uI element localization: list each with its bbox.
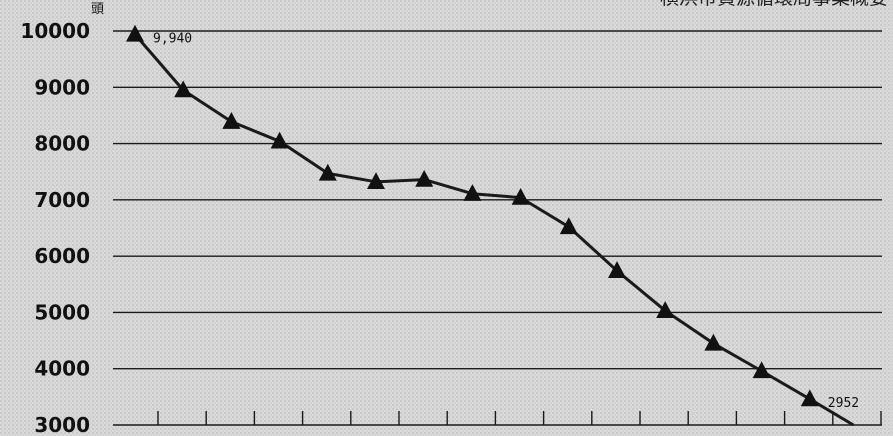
data-point-marker	[415, 169, 434, 187]
y-tick-label: 4000	[34, 357, 90, 381]
data-point-marker	[318, 163, 337, 181]
y-tick-label: 10000	[20, 19, 90, 43]
data-point-marker	[704, 333, 723, 351]
source-caption: 横浜市資源循環局事業概要	[660, 0, 888, 9]
data-point-marker	[752, 361, 771, 379]
y-tick-label: 9000	[34, 75, 90, 99]
data-point-marker	[174, 80, 193, 98]
data-point-marker	[559, 217, 578, 235]
y-tick-label: 6000	[34, 244, 90, 268]
series-line	[133, 33, 855, 427]
y-axis-unit-label: 頭	[91, 2, 104, 17]
y-tick-label: 3000	[34, 413, 90, 436]
data-point-marker	[511, 188, 530, 205]
y-tick-label: 7000	[34, 188, 90, 212]
data-point-marker	[463, 184, 482, 201]
y-axis-tick-labels: 10000 9000 8000 7000 6000 5000 4000 3000	[20, 19, 90, 436]
data-label: 9,940	[153, 31, 192, 46]
data-labels: 9,940 2952	[153, 31, 859, 411]
data-point-marker	[270, 131, 289, 149]
data-point-marker	[608, 261, 626, 278]
y-tick-label: 8000	[34, 132, 90, 156]
series	[126, 24, 855, 427]
x-axis-ticks	[157, 411, 882, 425]
data-point-marker	[367, 172, 385, 190]
data-point-marker	[126, 24, 144, 42]
data-point-marker	[800, 389, 819, 407]
y-tick-label: 5000	[34, 300, 90, 324]
gridlines	[113, 30, 882, 426]
data-point-marker	[656, 301, 675, 318]
data-point-marker	[222, 112, 241, 129]
data-label: 2952	[828, 396, 859, 411]
